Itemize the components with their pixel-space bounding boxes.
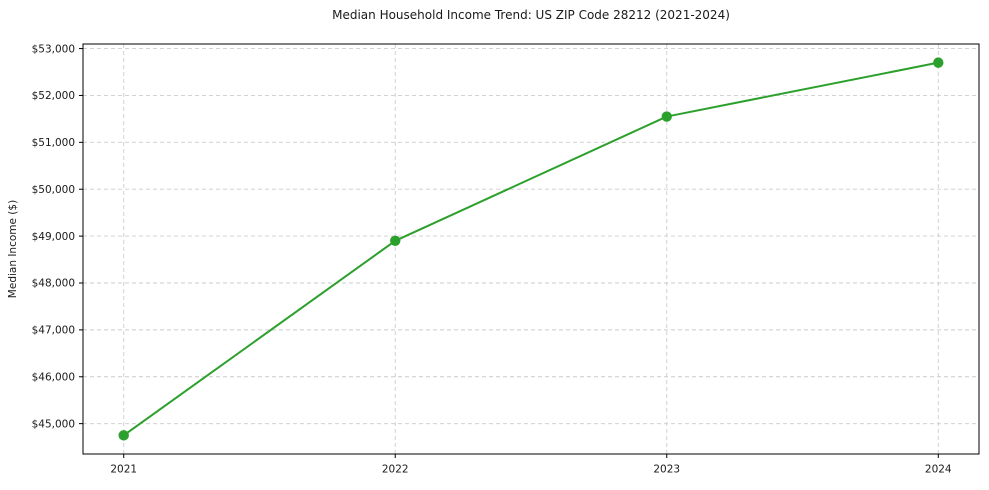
- y-tick-label: $46,000: [32, 371, 75, 383]
- y-tick-label: $48,000: [32, 278, 75, 290]
- y-tick-label: $52,000: [32, 90, 75, 102]
- y-tick-label: $49,000: [32, 231, 75, 243]
- data-point-2021: [118, 430, 129, 441]
- y-tick-label: $47,000: [32, 325, 75, 337]
- x-tick-label: 2021: [110, 464, 137, 476]
- income-trend-line: [122, 61, 940, 437]
- x-tick-label: 2024: [925, 464, 952, 476]
- chart-title: Median Household Income Trend: US ZIP Co…: [332, 8, 730, 22]
- x-tick-label: 2023: [653, 464, 680, 476]
- data-point-2024: [933, 57, 944, 68]
- y-tick-label: $51,000: [32, 137, 75, 149]
- data-point-2022: [390, 235, 401, 246]
- y-tick-label: $50,000: [32, 184, 75, 196]
- plot-border: [82, 43, 980, 455]
- y-tick-label: $45,000: [32, 418, 75, 430]
- x-tick-label: 2022: [382, 464, 409, 476]
- data-point-2023: [661, 111, 672, 122]
- y-tick-label: $53,000: [32, 43, 75, 55]
